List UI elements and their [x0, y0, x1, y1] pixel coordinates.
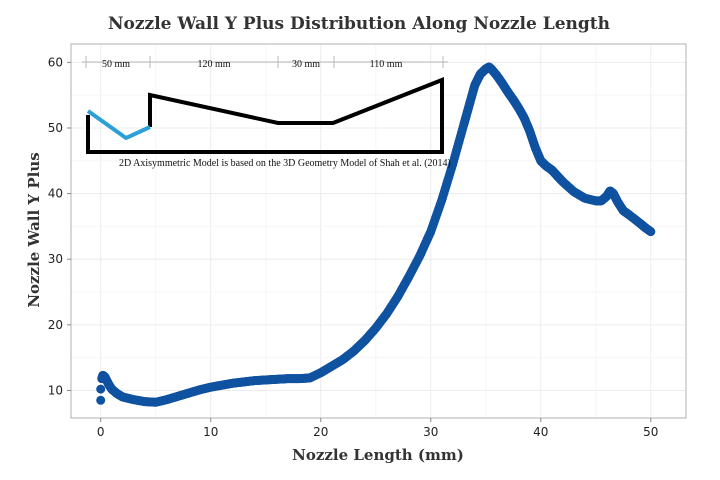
x-tick-label: 20	[313, 425, 328, 439]
dimension-label-3: 30 mm	[292, 59, 320, 70]
y-tick-label: 30	[48, 252, 63, 266]
data-point	[96, 395, 106, 405]
x-tick-label: 10	[203, 425, 218, 439]
tick-layer: 0 10 20 30 40 50 10 20 30 40 50 60	[48, 55, 659, 439]
dimension-label-1: 50 mm	[102, 59, 130, 70]
y-axis-title: Nozzle Wall Y Plus	[25, 152, 43, 307]
y-tick-label: 20	[48, 318, 63, 332]
nozzle-inlet-contour	[86, 109, 151, 141]
y-tick-label: 50	[48, 121, 63, 135]
nozzle-outline	[86, 77, 444, 154]
y-tick-label: 60	[48, 55, 63, 69]
y-tick-label: 10	[48, 383, 63, 397]
x-tick-label: 50	[643, 425, 658, 439]
x-axis-title: Nozzle Length (mm)	[292, 446, 464, 464]
data-point	[645, 226, 655, 236]
plot-border	[70, 43, 687, 419]
inset-caption: 2D Axisymmetric Model is based on the 3D…	[119, 158, 451, 169]
x-tick-label: 30	[423, 425, 438, 439]
y-tick-label: 40	[48, 187, 63, 201]
x-tick-label: 0	[97, 425, 105, 439]
chart-title: Nozzle Wall Y Plus Distribution Along No…	[108, 14, 610, 34]
nozzle-geometry-inset: 50 mm 120 mm 30 mm 110 mm 2D Axisymmetri…	[82, 56, 451, 169]
points-layer	[96, 62, 656, 407]
dimension-label-4: 110 mm	[370, 59, 403, 70]
x-tick-label: 40	[533, 425, 548, 439]
grid-layer	[71, 44, 686, 418]
data-point	[96, 384, 106, 394]
dimension-label-2: 120 mm	[197, 59, 230, 70]
